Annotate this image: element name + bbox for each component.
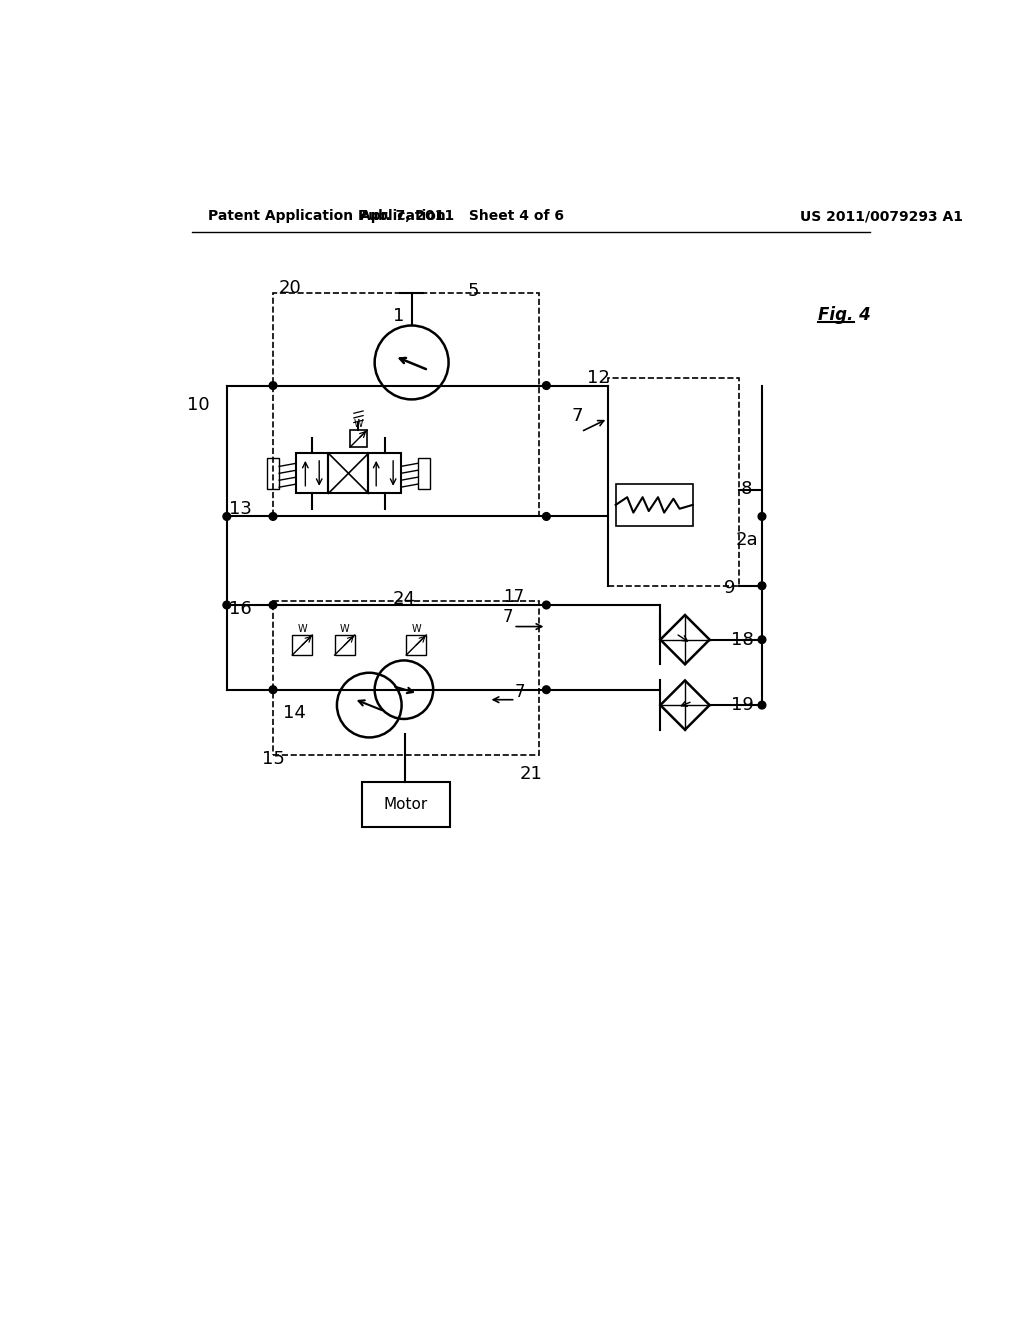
Text: 17: 17 <box>504 589 524 606</box>
Bar <box>335 635 354 655</box>
Text: Fig. 4: Fig. 4 <box>818 306 871 323</box>
Circle shape <box>543 512 550 520</box>
Text: Apr. 7, 2011   Sheet 4 of 6: Apr. 7, 2011 Sheet 4 of 6 <box>359 209 563 223</box>
Text: 18: 18 <box>731 631 754 648</box>
Text: 7: 7 <box>503 609 513 626</box>
Circle shape <box>543 686 550 693</box>
Circle shape <box>269 512 276 520</box>
Bar <box>273 293 539 516</box>
Text: 10: 10 <box>187 396 210 413</box>
Text: 24: 24 <box>392 590 416 607</box>
Text: W: W <box>353 418 364 429</box>
Text: 7: 7 <box>514 682 524 701</box>
Circle shape <box>758 701 766 709</box>
Bar <box>407 635 426 655</box>
Text: 2a: 2a <box>735 531 758 549</box>
Text: US 2011/0079293 A1: US 2011/0079293 A1 <box>801 209 964 223</box>
Text: 14: 14 <box>283 704 306 722</box>
Text: Motor: Motor <box>383 797 428 812</box>
Circle shape <box>223 512 230 520</box>
Text: W: W <box>412 624 421 634</box>
Bar <box>267 458 280 488</box>
Text: 16: 16 <box>229 599 252 618</box>
Text: Patent Application Publication: Patent Application Publication <box>208 209 445 223</box>
Text: 20: 20 <box>279 279 301 297</box>
Text: 15: 15 <box>261 750 285 768</box>
Bar <box>361 781 451 826</box>
Bar <box>369 453 400 494</box>
Circle shape <box>269 381 276 389</box>
Circle shape <box>758 636 766 644</box>
Text: 9: 9 <box>724 579 735 597</box>
Text: 7: 7 <box>571 408 583 425</box>
Circle shape <box>758 582 766 590</box>
Circle shape <box>543 381 550 389</box>
Text: 13: 13 <box>229 500 252 517</box>
Circle shape <box>758 512 766 520</box>
Bar <box>292 635 312 655</box>
Circle shape <box>269 601 276 609</box>
Circle shape <box>269 686 276 693</box>
Text: 19: 19 <box>731 696 754 714</box>
Bar <box>608 378 739 586</box>
Bar <box>615 484 692 527</box>
Text: 12: 12 <box>588 368 610 387</box>
Text: W: W <box>297 624 307 634</box>
Text: 5: 5 <box>468 282 479 300</box>
Circle shape <box>223 601 230 609</box>
Text: W: W <box>340 624 349 634</box>
Bar <box>329 453 369 494</box>
Text: 21: 21 <box>519 766 543 783</box>
Bar <box>273 601 539 755</box>
Text: 1: 1 <box>393 308 404 325</box>
Bar <box>350 430 367 447</box>
Bar <box>418 458 430 488</box>
Circle shape <box>543 601 550 609</box>
Text: 8: 8 <box>741 480 753 499</box>
Bar <box>296 453 329 494</box>
